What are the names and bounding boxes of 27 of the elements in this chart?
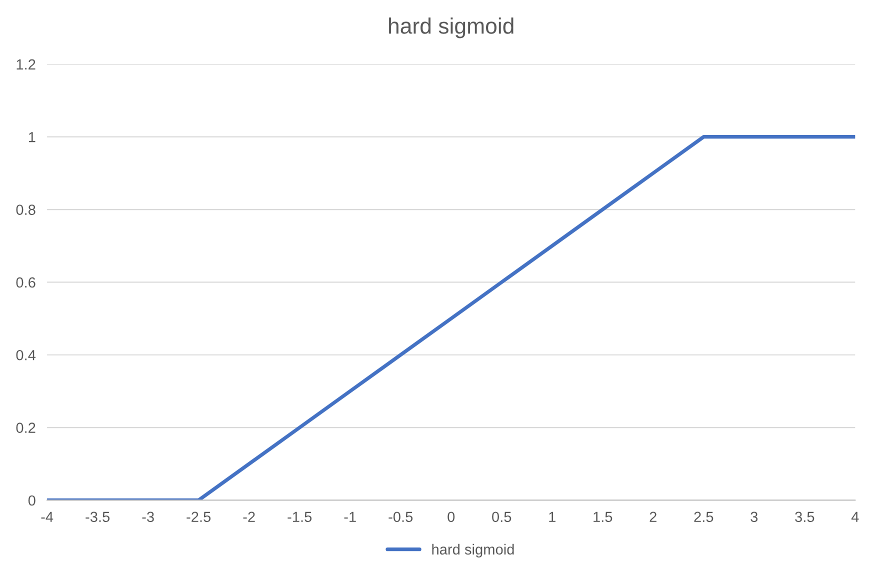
x-tick-label: -1.5 <box>288 512 312 522</box>
y-tick-label: 0 <box>28 495 36 506</box>
y-tick-label: 1.2 <box>16 59 36 70</box>
y-tick-label: 1 <box>28 132 36 142</box>
x-tick-label: -1 <box>344 512 356 522</box>
x-tick-label: 0.5 <box>492 512 512 522</box>
x-tick-label: 1.5 <box>594 512 612 522</box>
x-tick-label: -3.5 <box>86 512 110 522</box>
x-tick-label: -2 <box>243 512 255 522</box>
chart-title: hard sigmoid <box>389 18 514 38</box>
y-tick-label: 0.8 <box>16 204 36 215</box>
x-tick-label: -2.5 <box>186 512 211 522</box>
legend-label: hard sigmoid <box>432 544 514 558</box>
x-tick-label: -3 <box>142 512 154 522</box>
x-tick-label: 3.5 <box>795 512 814 522</box>
x-tick-label: 3 <box>750 512 758 522</box>
line-series <box>47 135 856 500</box>
y-tick-label: 0.2 <box>16 422 36 433</box>
x-tick-label: 1 <box>549 512 556 522</box>
y-tick-label: 0.4 <box>16 350 36 360</box>
x-tick-label: 0 <box>448 512 455 522</box>
x-tick-label: 4 <box>851 512 859 522</box>
x-tick-label: 2 <box>650 512 656 522</box>
x-tick-label: 2.5 <box>694 512 714 522</box>
y-tick-label: 0.6 <box>16 277 36 288</box>
x-tick-label: -4 <box>41 512 54 522</box>
x-tick-label: -0.5 <box>388 512 413 522</box>
